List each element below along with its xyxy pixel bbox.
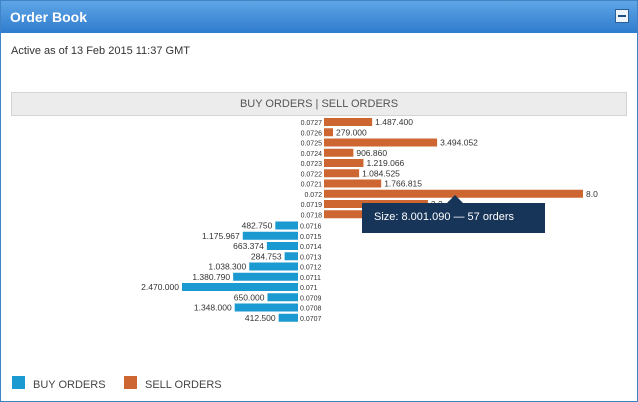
sell-price-label: 0.0725 bbox=[301, 141, 323, 148]
sell-bar[interactable] bbox=[324, 179, 382, 188]
sell-size-label: 1.487.400 bbox=[375, 117, 413, 127]
buy-price-label: 0.071 bbox=[300, 285, 318, 292]
buy-size-label: 482.750 bbox=[242, 221, 273, 231]
chart-header-title: BUY ORDERS | SELL ORDERS bbox=[239, 98, 399, 110]
buy-price-label: 0.0713 bbox=[300, 254, 322, 261]
buy-size-label: 1.380.790 bbox=[192, 272, 230, 282]
buy-size-label: 663.374 bbox=[233, 241, 264, 251]
buy-price-label: 0.0709 bbox=[300, 295, 322, 302]
buy-price-label: 0.0707 bbox=[300, 316, 322, 323]
order-tooltip: Size: 8.001.090 — 57 orders bbox=[362, 195, 545, 233]
sell-price-label: 0.0727 bbox=[301, 120, 323, 127]
chart-header: BUY ORDERS | SELL ORDERS bbox=[11, 92, 627, 116]
sell-bar[interactable] bbox=[324, 138, 438, 147]
buy-size-label: 1.038.300 bbox=[208, 262, 246, 272]
sell-size-label: 279.000 bbox=[336, 127, 367, 137]
sell-price-label: 0.0718 bbox=[301, 212, 323, 219]
legend-swatch-buy bbox=[12, 376, 25, 389]
panel-title: Order Book bbox=[10, 9, 88, 25]
buy-bar[interactable] bbox=[284, 252, 298, 261]
buy-price-label: 0.0711 bbox=[300, 275, 321, 282]
sell-price-label: 0.0721 bbox=[301, 182, 323, 189]
buy-size-label: 650.000 bbox=[234, 292, 265, 302]
sell-price-label: 0.0722 bbox=[301, 171, 323, 178]
sell-bar[interactable] bbox=[324, 148, 354, 157]
buy-bar[interactable] bbox=[182, 283, 298, 291]
buy-price-label: 0.0712 bbox=[300, 265, 322, 272]
legend-label-sell: SELL ORDERS bbox=[145, 379, 222, 391]
sell-bar[interactable] bbox=[324, 118, 373, 126]
sell-size-label: 3.494.052 bbox=[440, 138, 478, 148]
buy-bar[interactable] bbox=[233, 272, 298, 281]
buy-price-label: 0.0716 bbox=[300, 224, 322, 231]
tooltip-text: Size: 8.001.090 — 57 orders bbox=[374, 211, 515, 223]
sell-size-label: 1.766.815 bbox=[384, 179, 422, 189]
sell-size-label: 1.084.525 bbox=[362, 168, 400, 178]
sell-size-label: 8.0 bbox=[586, 189, 598, 199]
sell-bar[interactable] bbox=[324, 210, 367, 219]
buy-bar[interactable] bbox=[278, 313, 298, 322]
buy-size-label: 1.175.967 bbox=[202, 231, 240, 241]
buy-size-label: 412.500 bbox=[245, 313, 276, 323]
legend-label-buy: BUY ORDERS bbox=[33, 379, 106, 391]
legend-swatch-sell bbox=[124, 376, 137, 389]
buy-bar[interactable] bbox=[249, 262, 298, 271]
sell-bar[interactable] bbox=[324, 159, 364, 167]
sell-size-label: 1.219.066 bbox=[366, 158, 404, 168]
buy-price-label: 0.0715 bbox=[300, 234, 322, 241]
buy-size-label: 1.348.000 bbox=[194, 303, 232, 313]
sell-price-label: 0.072 bbox=[304, 192, 322, 199]
sell-price-label: 0.0724 bbox=[301, 151, 323, 158]
sell-bar[interactable] bbox=[324, 128, 334, 137]
sell-bar[interactable] bbox=[324, 169, 360, 178]
buy-bar[interactable] bbox=[267, 293, 298, 302]
buy-price-label: 0.0708 bbox=[300, 306, 322, 313]
active-timestamp: Active as of 13 Feb 2015 11:37 GMT bbox=[11, 45, 190, 57]
buy-bar[interactable] bbox=[275, 221, 298, 230]
minimize-icon[interactable] bbox=[615, 9, 629, 23]
buy-size-label: 284.753 bbox=[251, 251, 282, 261]
tooltip-arrow bbox=[447, 195, 463, 203]
sell-price-label: 0.0719 bbox=[301, 202, 323, 209]
buy-size-label: 2.470.000 bbox=[141, 282, 179, 292]
sell-price-label: 0.0726 bbox=[301, 130, 323, 137]
buy-bar[interactable] bbox=[234, 303, 298, 312]
sell-bar[interactable] bbox=[324, 189, 583, 198]
buy-bar[interactable] bbox=[266, 242, 298, 250]
title-bar: Order Book bbox=[1, 1, 637, 33]
sell-size-label: 906.860 bbox=[356, 148, 387, 158]
sell-price-label: 0.0723 bbox=[301, 161, 323, 168]
buy-price-label: 0.0714 bbox=[300, 244, 322, 251]
buy-bar[interactable] bbox=[242, 231, 298, 240]
